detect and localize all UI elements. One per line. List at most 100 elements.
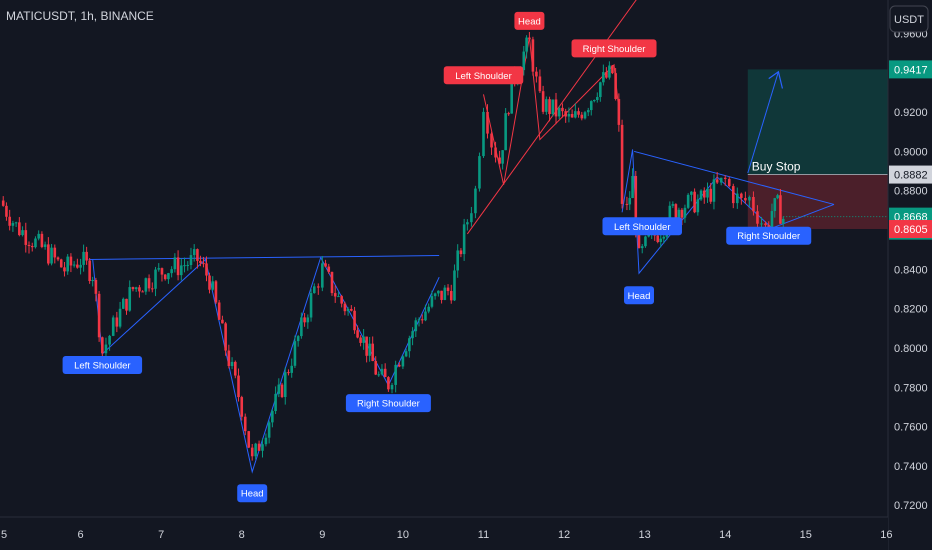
candle-body bbox=[257, 443, 261, 451]
candle-body bbox=[243, 416, 247, 432]
pattern-label-bg bbox=[443, 66, 524, 85]
candle-body bbox=[115, 317, 119, 327]
pattern-drawings[interactable] bbox=[88, 0, 835, 474]
neckline-left[interactable] bbox=[88, 255, 440, 260]
candle-body bbox=[34, 238, 37, 248]
candle-body bbox=[470, 213, 473, 223]
time-axis-ticks: 5 6 7 8 9 10 11 12 13 14 15 16 bbox=[1, 529, 893, 541]
candle-body bbox=[548, 99, 551, 115]
candle-body bbox=[478, 156, 481, 189]
target-arrow-shaft[interactable] bbox=[747, 71, 779, 174]
candle-body bbox=[150, 288, 154, 290]
hs-top-pattern[interactable] bbox=[482, 37, 619, 185]
candle-body bbox=[72, 264, 76, 266]
candle-body bbox=[420, 319, 424, 321]
candle-body bbox=[494, 147, 497, 158]
candle-body bbox=[779, 195, 782, 224]
candle-body bbox=[507, 113, 510, 115]
candle-body bbox=[160, 268, 164, 275]
candle-body bbox=[736, 193, 739, 204]
candle-body bbox=[380, 368, 384, 375]
candle-body bbox=[8, 216, 11, 226]
candle-body bbox=[69, 256, 73, 266]
candle-body bbox=[43, 244, 47, 247]
candle-body bbox=[296, 336, 300, 342]
date-tick-label: 8 bbox=[239, 529, 245, 541]
candle-body bbox=[176, 257, 180, 276]
candle-body bbox=[125, 298, 128, 311]
candle-body bbox=[330, 271, 334, 294]
candle-body bbox=[498, 157, 501, 164]
candle-body bbox=[30, 246, 34, 248]
candle-body bbox=[271, 411, 274, 423]
target-arrow-head[interactable] bbox=[768, 70, 784, 89]
candle-body bbox=[104, 344, 108, 354]
position-stop-zone[interactable] bbox=[747, 174, 888, 230]
candle-body bbox=[321, 263, 324, 288]
candle-body bbox=[189, 255, 193, 266]
long-position-tool[interactable]: Buy Stop bbox=[747, 69, 888, 230]
pattern-label-bg bbox=[602, 217, 682, 236]
candle-body bbox=[596, 97, 599, 101]
candle-body bbox=[427, 306, 430, 312]
candle-body bbox=[300, 317, 303, 337]
target-price-tag-bg bbox=[889, 60, 932, 79]
candle-body bbox=[443, 287, 447, 300]
candle-body bbox=[531, 39, 535, 72]
position-target-zone[interactable] bbox=[747, 69, 888, 175]
candle-body bbox=[430, 296, 434, 307]
candle-body bbox=[723, 177, 727, 179]
pattern-labels: Left Shoulder Head Right Shoulder Left Shou… bbox=[62, 11, 812, 503]
pattern-label-bg bbox=[571, 39, 657, 58]
pattern-label: Left Shoulder bbox=[455, 71, 512, 82]
candle-body bbox=[554, 99, 558, 117]
candle-body bbox=[528, 37, 531, 40]
candle-body bbox=[254, 443, 257, 457]
date-tick-label: 6 bbox=[78, 529, 84, 541]
candle-body bbox=[702, 190, 706, 198]
candle-body bbox=[577, 111, 580, 115]
candle-body bbox=[574, 111, 577, 118]
candle-body bbox=[377, 374, 381, 376]
candle-body bbox=[368, 343, 371, 356]
candle-body bbox=[312, 286, 316, 294]
candle-body bbox=[767, 225, 771, 227]
candle-body bbox=[163, 274, 167, 280]
candle-body bbox=[227, 350, 231, 367]
currency-button-frame[interactable] bbox=[889, 5, 929, 33]
candle-body bbox=[79, 264, 82, 268]
candle-body bbox=[128, 287, 132, 311]
candle-body bbox=[628, 198, 632, 205]
candle-body bbox=[570, 114, 574, 118]
price-tick-label: 0.9000 bbox=[894, 146, 928, 158]
candle-body bbox=[501, 150, 504, 164]
candle-body bbox=[620, 124, 624, 204]
candle-body bbox=[66, 256, 69, 272]
candle-body bbox=[644, 236, 647, 247]
candle-body bbox=[56, 257, 60, 260]
candle-body bbox=[690, 191, 693, 195]
candle-body bbox=[353, 310, 356, 331]
candle-body bbox=[47, 244, 50, 264]
candle-body bbox=[453, 270, 456, 301]
candle-body bbox=[561, 107, 564, 112]
currency-label[interactable]: USDT bbox=[894, 14, 924, 26]
candle-body bbox=[11, 223, 15, 226]
neckline-right[interactable] bbox=[634, 150, 835, 205]
candle-body bbox=[88, 260, 91, 282]
candle-body bbox=[350, 308, 353, 311]
currency-button[interactable]: USDT bbox=[889, 5, 929, 33]
candle-body bbox=[337, 296, 340, 298]
pattern-label: Left Shoulder bbox=[74, 361, 131, 372]
candle-body bbox=[482, 111, 485, 157]
candle-body bbox=[290, 365, 294, 373]
candle-body bbox=[715, 179, 719, 183]
candle-body bbox=[362, 336, 365, 343]
candle-body bbox=[371, 343, 374, 362]
candle-body bbox=[274, 393, 277, 412]
candlestick-series bbox=[1, 32, 785, 461]
candle-body bbox=[141, 291, 144, 293]
